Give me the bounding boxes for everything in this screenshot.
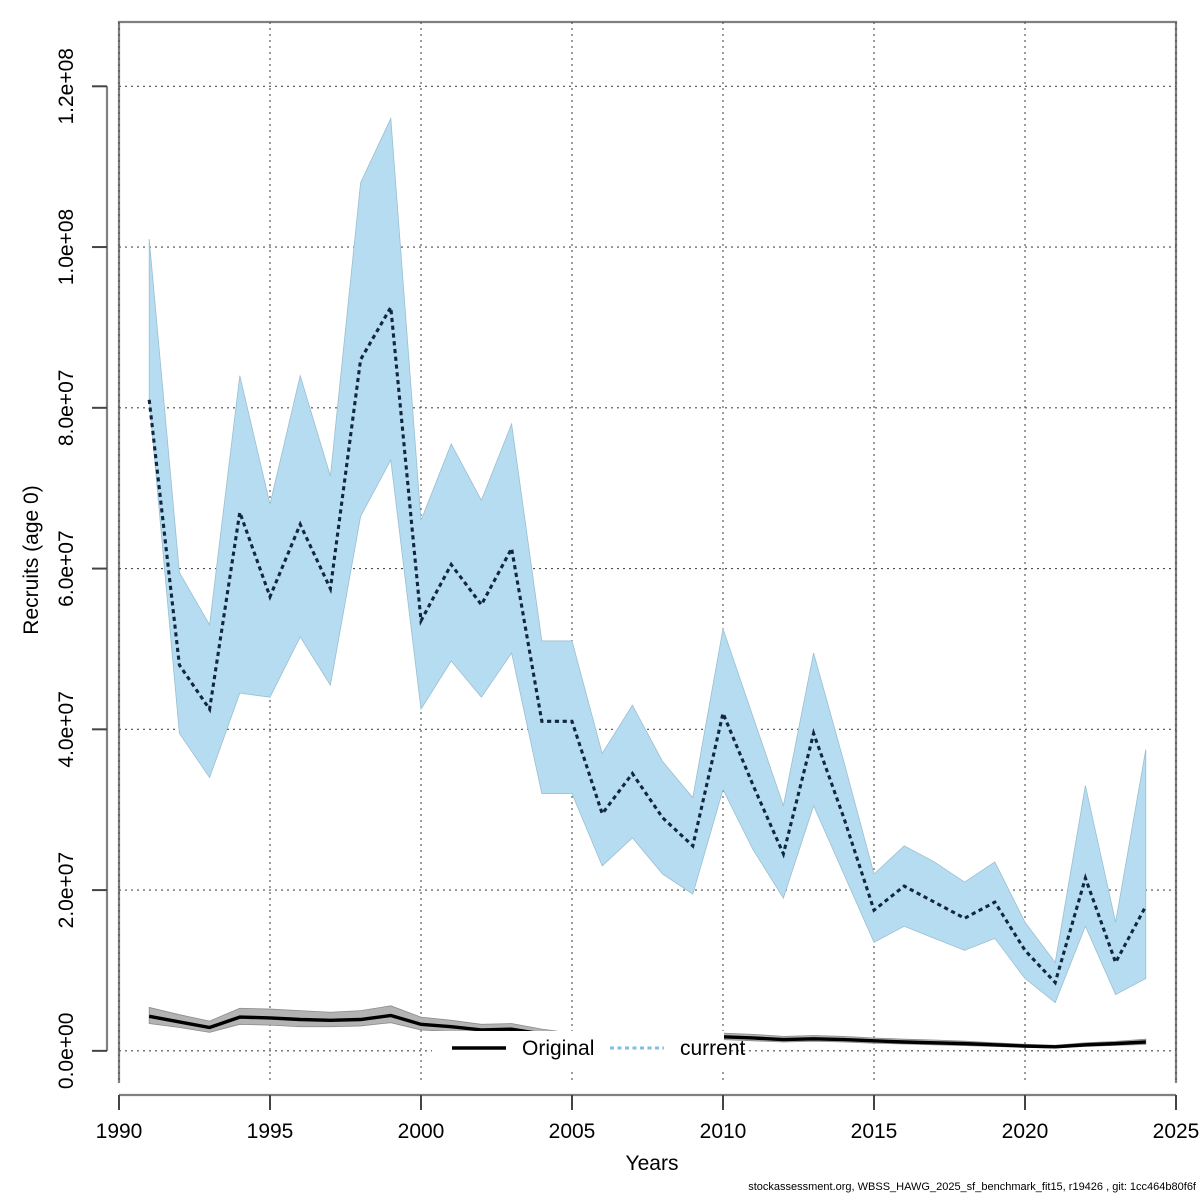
plot-frame	[117, 20, 1178, 1083]
y-axis-title: Recruits (age 0)	[20, 485, 43, 634]
y-tick-label-4: 8.0e+07	[55, 370, 78, 447]
x-tick-label-3: 2005	[549, 1120, 596, 1143]
legend-entry-current[interactable]: current	[610, 1037, 746, 1060]
x-tick-label-1: 1995	[247, 1120, 294, 1143]
x-tick-label-6: 2020	[1002, 1120, 1049, 1143]
x-tick-label-0: 1990	[96, 1120, 143, 1143]
x-tick-label-4: 2010	[700, 1120, 747, 1143]
source-footer: stockassessment.org, WBSS_HAWG_2025_sf_b…	[748, 1181, 1197, 1193]
y-tick-label-6: 1.2e+08	[55, 48, 78, 125]
series-line-current	[147, 302, 1148, 986]
x-tick-label-7: 2025	[1153, 1120, 1200, 1143]
y-tick-label-1: 2.0e+07	[55, 852, 78, 929]
y-tick-label-3: 6.0e+07	[55, 530, 78, 607]
plot-box-outline	[117, 20, 1178, 1083]
y-tick-label-5: 1.0e+08	[55, 209, 78, 286]
x-axis-title: Years	[626, 1152, 679, 1175]
y-tick-label-0: 0.0e+00	[55, 1013, 78, 1090]
legend-label-original: Original	[522, 1037, 594, 1060]
ci-polygon-current	[148, 116, 1147, 1004]
x-tick-label-5: 2015	[851, 1120, 898, 1143]
x-axis: 1990 1995 2000 2005 2010 2015 2020 2025	[96, 1093, 1200, 1143]
legend-background	[432, 1031, 724, 1071]
chart-legend: Original current	[432, 1031, 746, 1071]
data-line-current	[147, 302, 1148, 986]
confidence-band-current	[148, 116, 1147, 1004]
legend-label-current: current	[680, 1037, 746, 1060]
x-tick-label-2: 2000	[398, 1120, 445, 1143]
y-axis: 0.0e+00 2.0e+07 4.0e+07 6.0e+07 8.0e+07 1.0e+…	[55, 48, 109, 1090]
y-tick-label-2: 4.0e+07	[55, 691, 78, 768]
legend-entry-original[interactable]: Original	[452, 1037, 594, 1060]
